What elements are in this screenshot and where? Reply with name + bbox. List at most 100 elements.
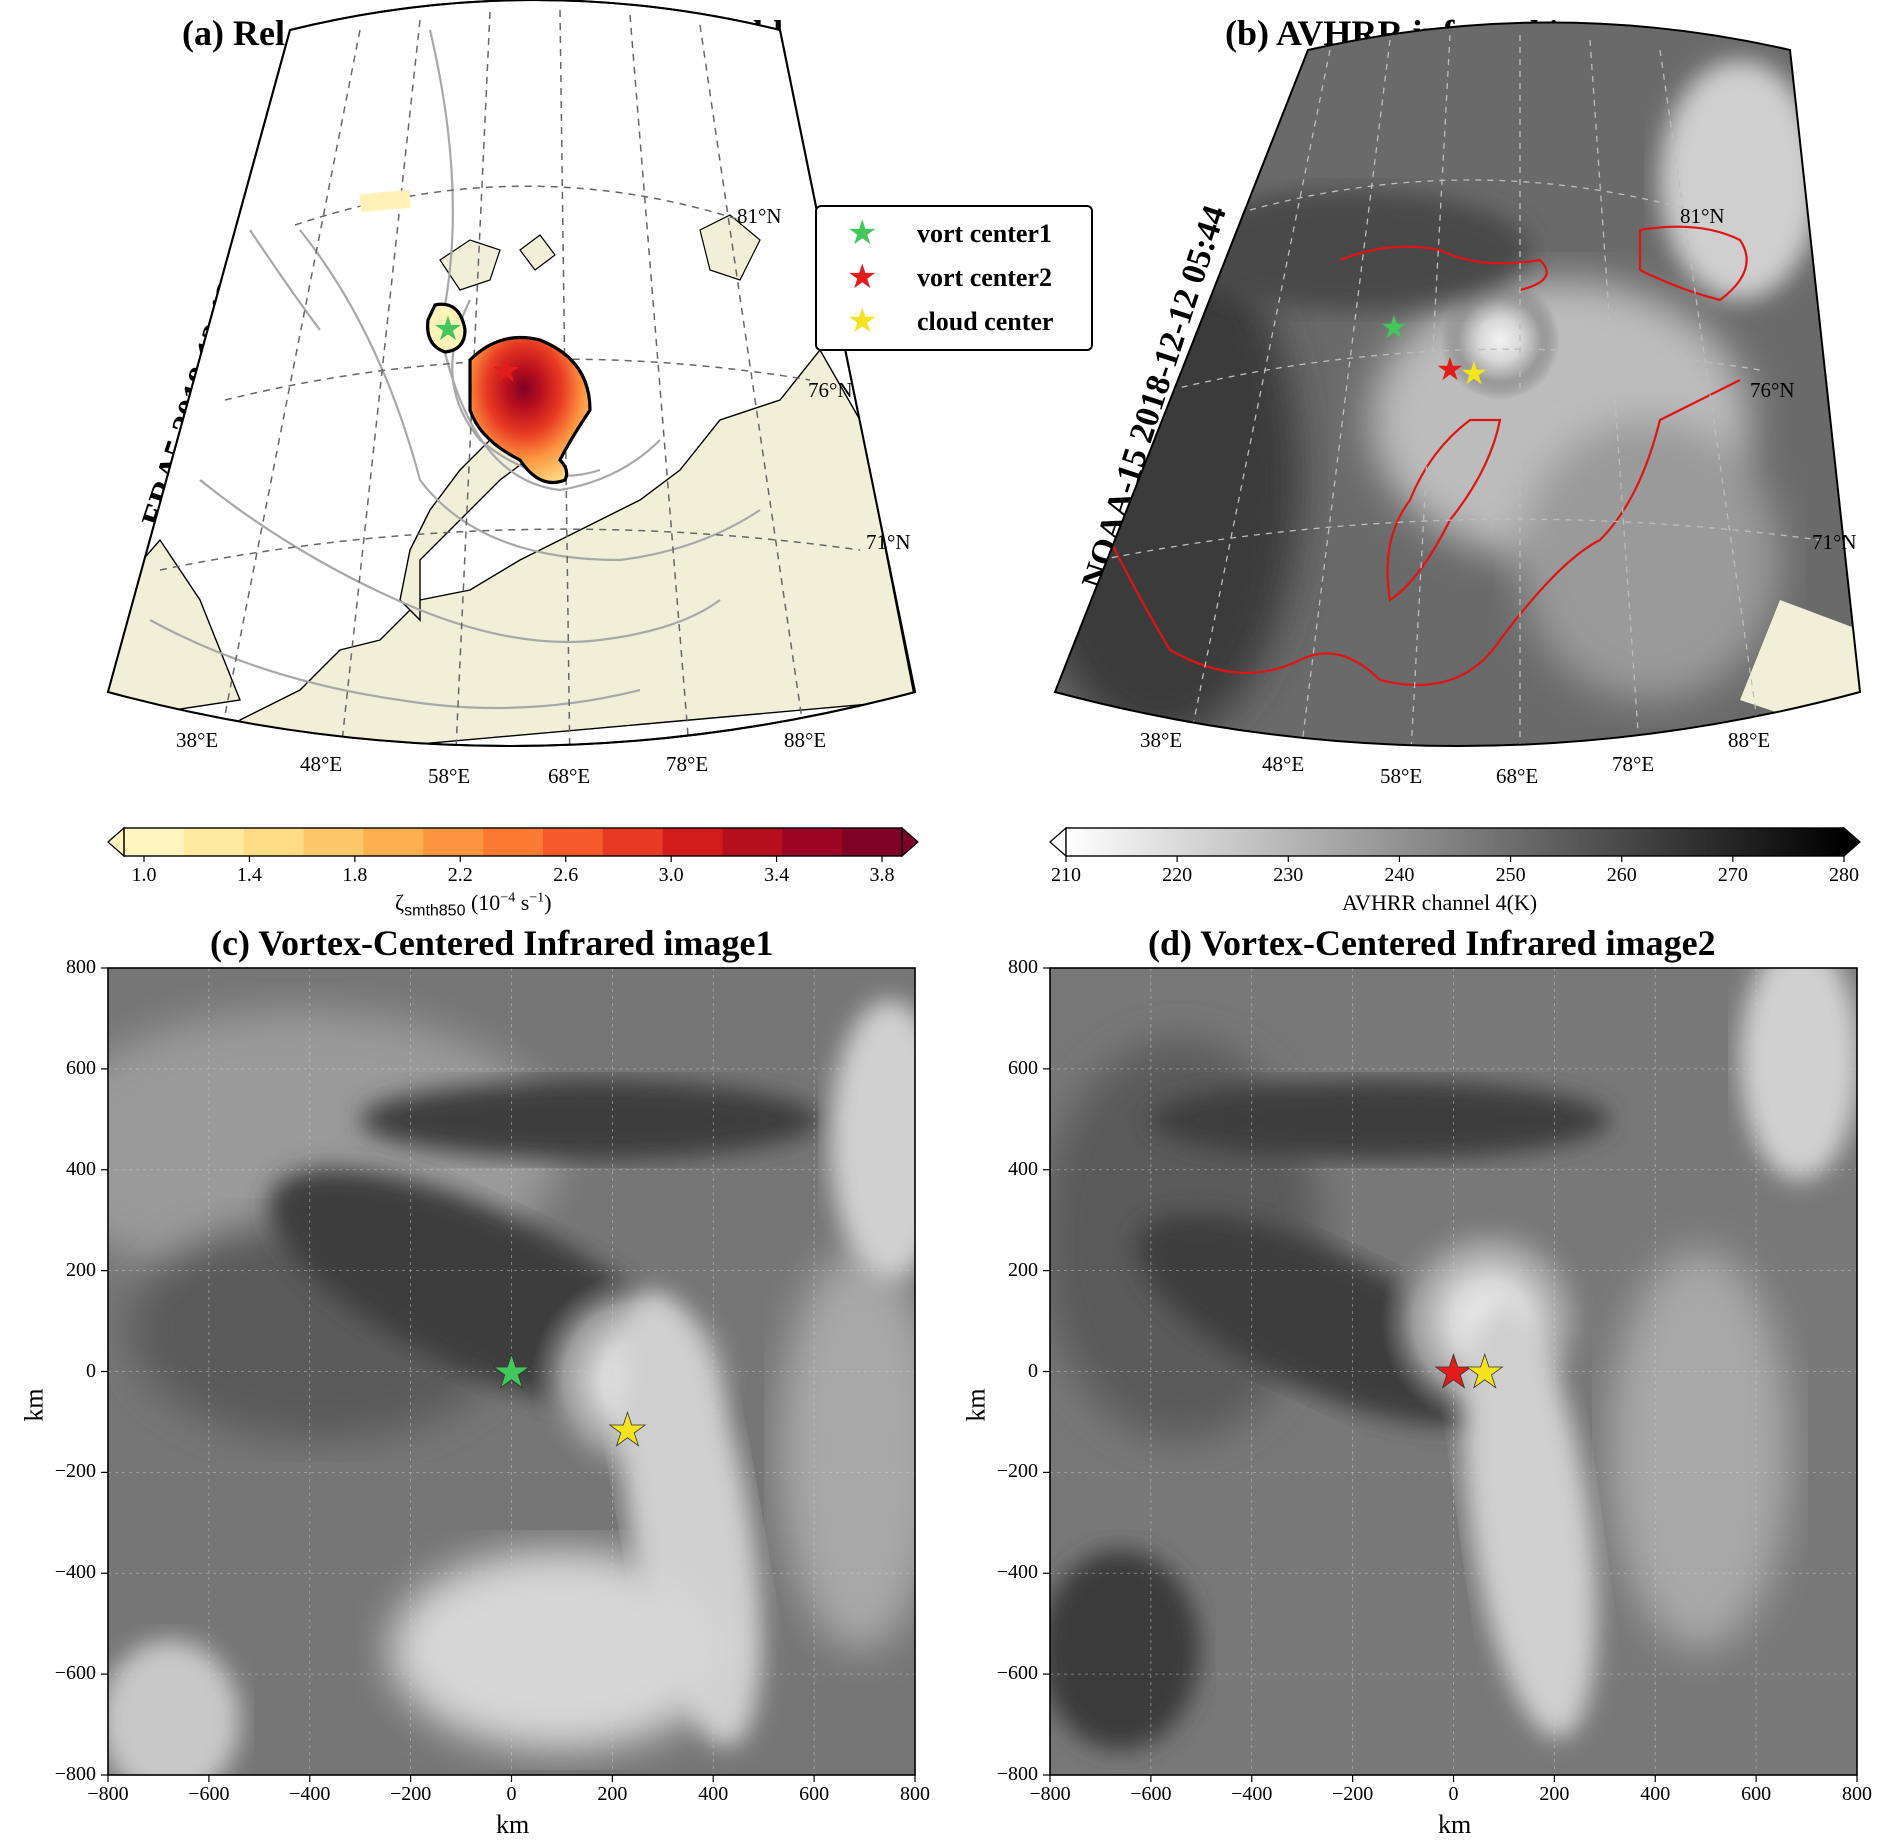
panel-c-xlabel: km [496, 1810, 530, 1839]
star-icon: ★ [847, 259, 878, 296]
colorbar-cell [662, 828, 723, 856]
panel_c-x-tick-label: 200 [597, 1783, 628, 1805]
panel-a-map: ★ ★ [106, 0, 917, 747]
vort-region-main [468, 335, 592, 485]
marker-star-icon: ★ [1464, 1347, 1505, 1398]
colorbar-vort-tick-label: 3.0 [658, 864, 684, 886]
panel_d-y-tick-label: 200 [1008, 1258, 1038, 1281]
panel-b-lat-81: 81°N [1680, 204, 1725, 228]
colorbar-cell [423, 828, 484, 856]
panel-a-lat-81: 81°N [737, 204, 782, 228]
panel_c-y-tick-label: 200 [66, 1258, 96, 1281]
legend-item-vort-center2: ★ vort center2 [817, 259, 1091, 299]
panel_d-x-tick-label: −200 [1331, 1783, 1374, 1805]
panel-a-lon-68: 68°E [548, 764, 591, 788]
panel_c-x-tick-label: −400 [289, 1783, 331, 1805]
panel_d-y-tick-label: 800 [1008, 956, 1038, 978]
colorbar-cell [722, 828, 783, 856]
panel_c-y-tick-label: −200 [54, 1460, 96, 1483]
vort-center2-star-a: ★ [491, 353, 521, 390]
panel-a-lon-58: 58°E [428, 764, 471, 788]
colorbar-cell [602, 828, 664, 856]
panel-b-lon-88: 88°E [1728, 728, 1771, 752]
panel_c-x-tick-label: −600 [188, 1783, 230, 1805]
panel_d-x-tick-label: −400 [1231, 1783, 1273, 1805]
panel_c-x-tick-label: −800 [87, 1783, 129, 1805]
colorbar-vorticity [107, 826, 919, 862]
vort-region-small [426, 302, 467, 354]
panel-b-map: ★ ★ ★ [1053, 21, 1862, 747]
panel_d-y-tick-label: −400 [996, 1561, 1038, 1584]
colorbar-cell [542, 828, 604, 856]
colorbar-cell [124, 828, 185, 856]
colorbar-cell [183, 828, 245, 856]
panel_d-y-tick-label: 0 [1028, 1359, 1038, 1382]
panel-b-lat-76: 76°N [1750, 378, 1795, 402]
colorbar-vort-tick-label: 2.6 [553, 864, 579, 886]
panel-d-image: ★★ [1043, 967, 1858, 1782]
panel_c-y-tick-label: 800 [66, 956, 96, 978]
panel-d-ylabel: km [961, 1388, 991, 1422]
panel_c-x-tick-label: 400 [698, 1783, 729, 1805]
panel-a-lat-71: 71°N [866, 530, 911, 554]
colorbar-ir-tick-label: 240 [1384, 864, 1415, 886]
colorbar-ir-tick-label: 260 [1606, 864, 1637, 886]
colorbar-ir-tick-label: 230 [1273, 864, 1304, 886]
panel-a-lon-88: 88°E [784, 728, 827, 752]
legend: ★ vort center1 ★ vort center2 ★ cloud ce… [815, 205, 1093, 351]
legend-item-cloud-center: ★ cloud center [817, 303, 1091, 343]
panel-b-lon-58: 58°E [1380, 764, 1423, 788]
legend-label: vort center1 [917, 219, 1052, 248]
vort-center1-star-a: ★ [433, 311, 463, 348]
colorbar-vort-tick-label: 1.0 [131, 864, 157, 886]
panel_c-x-tick-label: 800 [900, 1783, 930, 1805]
colorbar-cell [483, 828, 544, 856]
colorbar-ir-tick-label: 220 [1162, 864, 1193, 886]
land-franz-josef [439, 239, 501, 291]
panel-d-xlabel: km [1438, 1810, 1472, 1839]
panel_d-y-tick-label: −200 [996, 1460, 1038, 1483]
panel-b-lat-71: 71°N [1812, 530, 1857, 554]
panel_d-y-tick-label: 400 [1008, 1157, 1038, 1180]
colorbar-vorticity-label: ζsmth850 (10−4 s−1) [395, 890, 552, 920]
colorbar-ir-label: AVHRR channel 4(K) [1342, 890, 1538, 915]
colorbar-ir-tick-label: 280 [1829, 864, 1859, 886]
panel_d-x-tick-label: 800 [1842, 1783, 1872, 1805]
panel-b-lon-38: 38°E [1140, 728, 1183, 752]
marker-star-icon: ★ [607, 1405, 648, 1456]
panel_d-x-tick-label: 600 [1741, 1783, 1772, 1805]
colorbar-vort-tick-label: 3.8 [869, 864, 895, 886]
colorbar-vort-tick-label: 1.8 [342, 864, 368, 886]
land-severnaya-zemlya [699, 214, 761, 281]
colorbar-cell [243, 828, 305, 856]
panel_d-x-tick-label: 0 [1448, 1783, 1459, 1805]
land-scandinavia [108, 538, 241, 721]
panel_c-y-tick-label: 0 [86, 1359, 96, 1382]
panel-a-lon-78: 78°E [666, 752, 709, 776]
panel-d-title: (d) Vortex-Centered Infrared image2 [1148, 923, 1716, 963]
panel-c-ylabel: km [19, 1388, 49, 1422]
panel_c-y-tick-label: 400 [66, 1157, 96, 1180]
colorbar-ir-tick-label: 250 [1495, 864, 1526, 886]
colorbar-ir-tick-label: 210 [1051, 864, 1081, 886]
panel-a-lat-76: 76°N [808, 378, 853, 402]
panel-c-title: (c) Vortex-Centered Infrared image1 [210, 923, 774, 963]
colorbar-vort-tick-label: 2.2 [447, 864, 473, 886]
colorbar-cell [363, 828, 424, 856]
colorbar-cell [842, 828, 903, 856]
legend-label: vort center2 [917, 263, 1052, 292]
panel-b-lon-68: 68°E [1496, 764, 1539, 788]
colorbar-ir [1049, 826, 1861, 862]
panel_d-x-tick-label: 200 [1539, 1783, 1570, 1805]
colorbar-vort-tick-label: 3.4 [764, 864, 790, 886]
colorbar-ir-tick-label: 270 [1717, 864, 1748, 886]
panel_d-x-tick-label: 400 [1640, 1783, 1671, 1805]
panel_d-x-tick-label: −600 [1130, 1783, 1172, 1805]
marker-star-icon: ★ [1433, 1347, 1474, 1398]
panel_c-x-tick-label: 0 [506, 1783, 517, 1805]
colorbar-cell [303, 828, 364, 856]
panel-a-lon-38: 38°E [176, 728, 219, 752]
panel_d-y-tick-label: 600 [1008, 1056, 1038, 1079]
panel_c-y-tick-label: 600 [66, 1056, 96, 1079]
